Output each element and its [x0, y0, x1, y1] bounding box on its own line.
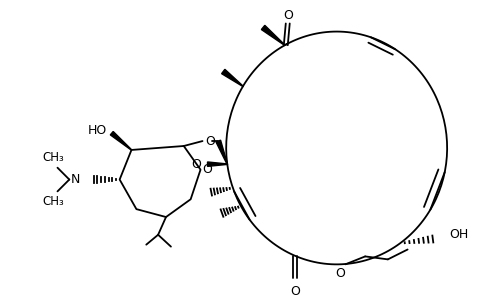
Text: CH₃: CH₃	[43, 195, 65, 208]
Polygon shape	[222, 69, 243, 86]
Text: O: O	[192, 158, 202, 171]
Text: O: O	[283, 9, 293, 22]
Polygon shape	[110, 132, 131, 150]
Text: O: O	[336, 267, 346, 280]
Polygon shape	[216, 140, 228, 164]
Text: O: O	[290, 285, 300, 299]
Polygon shape	[207, 162, 227, 166]
Text: CH₃: CH₃	[43, 151, 65, 164]
Text: O: O	[206, 135, 215, 147]
Polygon shape	[261, 25, 285, 45]
Text: O: O	[203, 163, 212, 176]
Text: HO: HO	[87, 124, 107, 137]
Text: OH: OH	[449, 228, 468, 241]
Text: N: N	[71, 173, 80, 186]
